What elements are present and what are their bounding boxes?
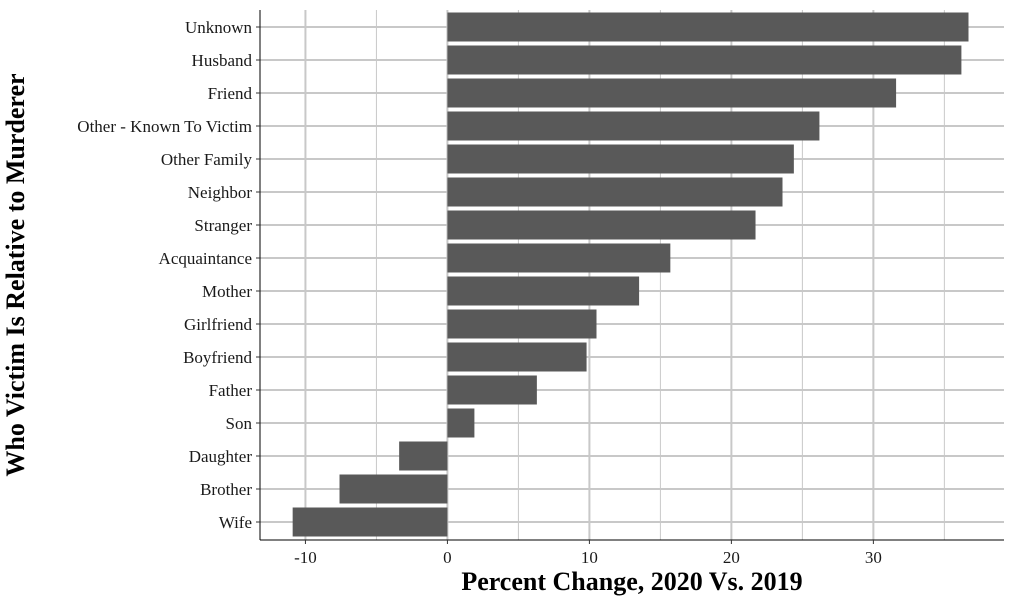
axes: [256, 10, 1004, 544]
bar: [447, 177, 783, 207]
category-label: Son: [226, 414, 253, 433]
category-label: Neighbor: [188, 183, 253, 202]
category-label: Wife: [219, 513, 252, 532]
x-tick-label: 20: [723, 548, 740, 567]
category-label: Other Family: [161, 150, 253, 169]
bar: [339, 474, 448, 504]
bar: [447, 78, 897, 108]
category-label: Other - Known To Victim: [77, 117, 252, 136]
bar: [399, 441, 448, 471]
category-label: Mother: [202, 282, 252, 301]
bar: [447, 144, 794, 174]
bar: [447, 210, 756, 240]
bar: [447, 111, 820, 141]
x-tick-labels: -10 0 10 20 30: [294, 548, 882, 567]
category-label: Father: [209, 381, 253, 400]
x-axis-title: Percent Change, 2020 Vs. 2019: [461, 567, 802, 596]
x-tick-label: 10: [581, 548, 598, 567]
bars: [292, 12, 969, 537]
bar: [292, 507, 448, 537]
x-tick-label: 0: [443, 548, 452, 567]
category-label: Husband: [192, 51, 253, 70]
y-axis-title: Who Victim Is Relative to Murderer: [1, 73, 30, 476]
x-tick-label: -10: [294, 548, 317, 567]
bar: [447, 375, 537, 405]
category-label: Unknown: [185, 18, 253, 37]
bar: [447, 45, 962, 75]
category-labels: Unknown Husband Friend Other - Known To Vic…: [77, 18, 252, 532]
category-label: Boyfriend: [183, 348, 252, 367]
bar: [447, 243, 671, 273]
category-label: Girlfriend: [184, 315, 252, 334]
bar: [447, 276, 640, 306]
category-label: Daughter: [189, 447, 253, 466]
category-label: Acquaintance: [159, 249, 252, 268]
bar: [447, 408, 475, 438]
category-label: Stranger: [194, 216, 252, 235]
category-label: Brother: [200, 480, 252, 499]
bar: [447, 12, 969, 42]
category-label: Friend: [208, 84, 253, 103]
x-tick-label: 30: [865, 548, 882, 567]
bar: [447, 342, 587, 372]
bar: [447, 309, 597, 339]
